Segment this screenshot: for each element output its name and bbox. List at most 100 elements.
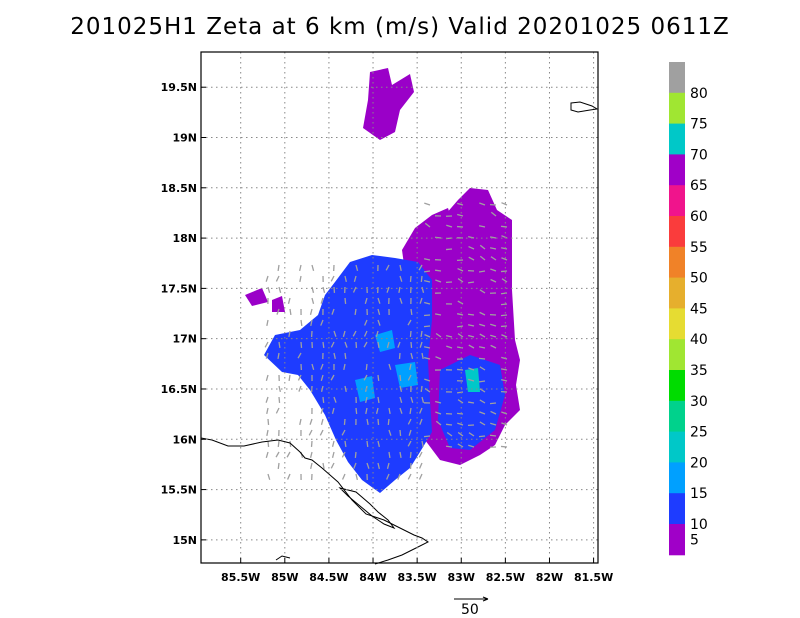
wind-vector — [265, 352, 269, 359]
wind-vector — [424, 301, 431, 305]
wind-vector — [275, 451, 280, 458]
wind-vector — [489, 236, 497, 239]
lat-tick-label: 16.5N — [161, 383, 197, 396]
wind-vector — [310, 462, 313, 469]
wind-vector — [386, 462, 390, 469]
colorbar-segment — [669, 400, 685, 433]
wind-vector — [456, 325, 464, 328]
wind-vector — [399, 396, 403, 403]
wind-vector — [300, 319, 303, 327]
wind-vector — [264, 341, 269, 348]
wind-vector — [399, 429, 402, 437]
wind-vector — [456, 368, 464, 371]
wind-vector — [399, 264, 402, 272]
colorbar-segment — [669, 277, 685, 309]
wind-vector — [297, 352, 302, 359]
wind-vector — [352, 286, 357, 293]
wind-vector — [265, 396, 269, 403]
wind-vector — [366, 418, 369, 426]
wind-vector — [266, 407, 269, 415]
wind-vector — [468, 245, 475, 250]
wind-vector — [343, 363, 346, 371]
cyan-wind-patch-3 — [355, 376, 375, 402]
wind-vector — [386, 286, 390, 293]
wind-vector — [267, 286, 271, 293]
wind-vector — [319, 429, 324, 436]
wind-vector — [456, 412, 464, 415]
wind-vector — [500, 368, 508, 371]
wind-vector — [407, 418, 412, 425]
wind-vector — [330, 374, 335, 381]
wind-vector — [421, 440, 424, 448]
wind-vector — [419, 341, 423, 348]
wind-vector — [397, 473, 401, 480]
wind-vector — [490, 410, 497, 415]
wind-vector — [407, 473, 412, 480]
wind-vector — [467, 281, 475, 284]
wind-vector — [399, 451, 402, 459]
wind-vector — [364, 319, 368, 326]
colorbar-segment — [669, 216, 685, 248]
wind-vector — [479, 366, 486, 371]
wind-vector — [355, 264, 359, 271]
wind-vector — [468, 334, 475, 338]
wind-vector — [501, 356, 508, 360]
wind-vector — [363, 341, 368, 348]
lat-tick-label: 17N — [172, 333, 197, 346]
wind-vector — [445, 423, 453, 426]
wind-vector — [308, 429, 313, 436]
wind-vector — [399, 407, 403, 414]
wind-vector — [467, 313, 475, 316]
wind-vector — [479, 399, 486, 404]
wind-vector — [500, 303, 508, 306]
wind-vector — [266, 319, 269, 327]
lon-tick-label: 83.5W — [398, 571, 437, 584]
wind-vector — [424, 334, 431, 338]
wind-vector — [265, 275, 269, 282]
wind-vector — [278, 396, 281, 404]
colorbar-segment — [669, 185, 685, 217]
wind-vector — [424, 356, 431, 360]
wind-vector — [468, 367, 475, 371]
wind-vector — [418, 462, 423, 469]
wind-vectors — [264, 202, 508, 481]
wind-vector — [423, 435, 431, 438]
wind-vector — [330, 341, 335, 348]
wind-vector — [421, 396, 425, 403]
wind-vector — [479, 421, 486, 426]
wind-vector — [399, 275, 403, 282]
wind-vector — [407, 319, 412, 326]
wind-vector — [446, 335, 453, 338]
wind-vector — [457, 313, 464, 316]
wind-vector — [352, 330, 357, 337]
colorbar-segment — [669, 370, 685, 402]
wind-vector — [388, 429, 392, 436]
wind-vector — [344, 275, 347, 282]
coastline-honduras — [200, 437, 429, 565]
wind-vector — [363, 330, 368, 337]
wind-vector — [418, 473, 423, 480]
wind-vector — [341, 473, 346, 480]
wind-field — [245, 68, 520, 493]
wind-vector — [421, 352, 424, 360]
wind-vector — [468, 235, 475, 239]
wind-vector — [377, 462, 380, 469]
wind-vector — [331, 407, 335, 414]
lon-tick-label: 85W — [271, 571, 298, 584]
wind-vector — [377, 374, 380, 382]
wind-vector — [322, 286, 326, 293]
wind-vector — [297, 374, 302, 381]
wind-vector — [445, 248, 453, 251]
wind-vector — [286, 451, 291, 458]
wind-vector — [490, 268, 497, 272]
wind-vector — [457, 443, 464, 448]
wind-vector — [435, 279, 442, 283]
wind-vector — [468, 444, 475, 448]
wind-vector — [333, 330, 337, 337]
wind-vector — [355, 473, 358, 480]
wind-vector — [322, 341, 325, 349]
wind-vector — [489, 402, 497, 405]
wind-vector — [490, 344, 497, 349]
wind-vector — [343, 418, 346, 426]
wind-vector — [468, 344, 475, 349]
